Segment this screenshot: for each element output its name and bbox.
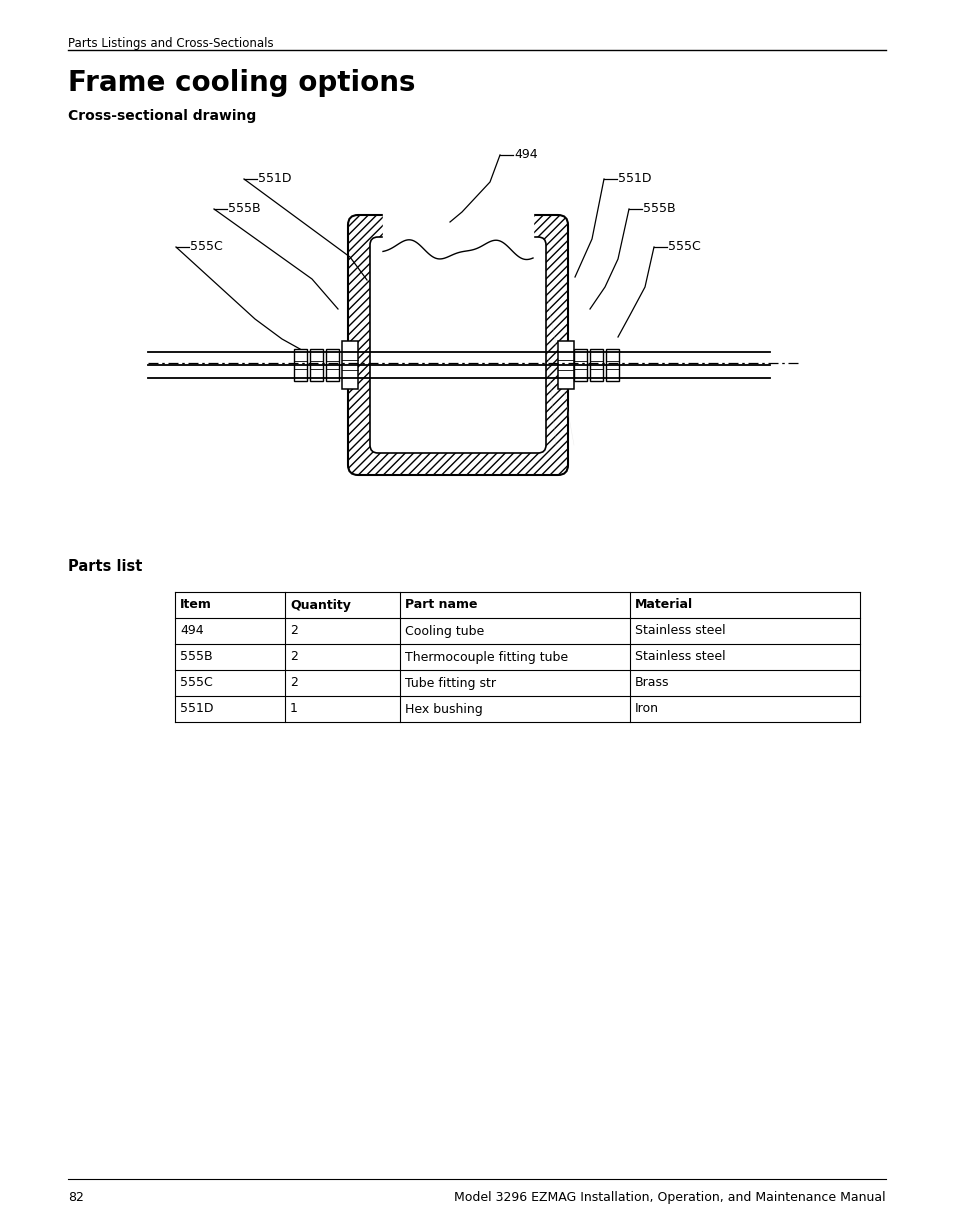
Text: 555C: 555C — [667, 240, 700, 254]
Text: 82: 82 — [68, 1191, 84, 1204]
Text: Part name: Part name — [405, 599, 477, 611]
Text: 551D: 551D — [180, 703, 213, 715]
Text: 494: 494 — [514, 148, 537, 162]
Text: Frame cooling options: Frame cooling options — [68, 69, 416, 97]
Bar — [574, 348, 586, 382]
Text: 494: 494 — [180, 625, 203, 638]
Text: 555B: 555B — [228, 202, 260, 216]
Text: Model 3296 EZMAG Installation, Operation, and Maintenance Manual: Model 3296 EZMAG Installation, Operation… — [454, 1191, 885, 1204]
Text: Tube fitting str: Tube fitting str — [405, 676, 496, 690]
Bar — [326, 348, 338, 382]
Text: Material: Material — [635, 599, 693, 611]
Text: Quantity: Quantity — [290, 599, 351, 611]
Text: 2: 2 — [290, 650, 297, 664]
Bar — [294, 348, 307, 382]
Bar — [310, 348, 323, 382]
Text: 555B: 555B — [642, 202, 675, 216]
Text: 555B: 555B — [180, 650, 213, 664]
Text: Hex bushing: Hex bushing — [405, 703, 482, 715]
Bar — [558, 341, 574, 389]
Text: Item: Item — [180, 599, 212, 611]
Text: Stainless steel: Stainless steel — [635, 625, 725, 638]
Bar — [341, 341, 357, 389]
Bar — [605, 348, 618, 382]
Text: Iron: Iron — [635, 703, 659, 715]
Text: Parts list: Parts list — [68, 560, 142, 574]
Text: Parts Listings and Cross-Sectionals: Parts Listings and Cross-Sectionals — [68, 37, 274, 50]
Text: Cross-sectional drawing: Cross-sectional drawing — [68, 109, 256, 123]
Text: Cooling tube: Cooling tube — [405, 625, 484, 638]
Text: 551D: 551D — [618, 173, 651, 185]
Text: 2: 2 — [290, 625, 297, 638]
FancyBboxPatch shape — [348, 215, 567, 475]
FancyBboxPatch shape — [370, 237, 545, 453]
Text: 555C: 555C — [190, 240, 222, 254]
Text: Thermocouple fitting tube: Thermocouple fitting tube — [405, 650, 568, 664]
Text: 551D: 551D — [257, 173, 292, 185]
Text: 1: 1 — [290, 703, 297, 715]
Text: Stainless steel: Stainless steel — [635, 650, 725, 664]
Text: 555C: 555C — [180, 676, 213, 690]
Text: Brass: Brass — [635, 676, 669, 690]
Text: 2: 2 — [290, 676, 297, 690]
Bar — [589, 348, 602, 382]
